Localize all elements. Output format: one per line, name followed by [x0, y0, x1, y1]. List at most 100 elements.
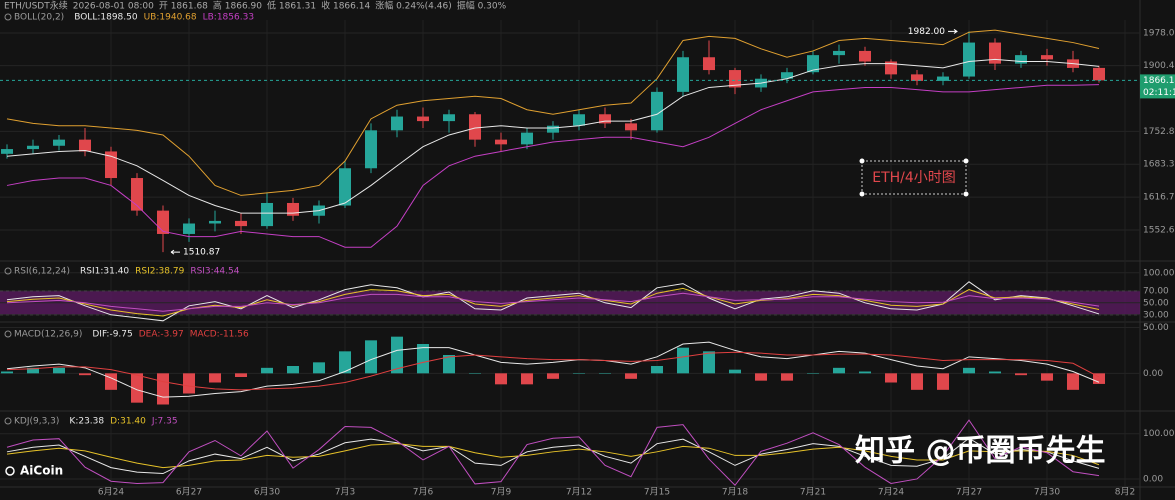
macd-bar: [209, 373, 221, 383]
candle-body: [105, 151, 117, 179]
info-item: 低 1861.31: [267, 0, 316, 12]
x-tick-label: 7月21: [800, 487, 826, 498]
y-tick-label: 1616.70: [1143, 193, 1175, 203]
y-tick-label: 1900.41: [1143, 61, 1175, 71]
macd-bar: [1041, 373, 1053, 381]
candle-body: [27, 145, 39, 150]
indicator-line: [6, 351, 1100, 391]
macd-bar: [53, 367, 65, 374]
x-tick-label: 6月24: [98, 487, 124, 498]
handle: [859, 191, 865, 197]
info-item: 收 1866.14: [321, 0, 370, 12]
macd-bar: [1067, 373, 1079, 390]
legend-entry: BOLL:1898.50: [74, 13, 138, 23]
indicator-line: [6, 281, 1100, 322]
candle-body: [235, 220, 247, 227]
x-tick-label: 6月30: [254, 487, 280, 498]
macd-bar: [547, 373, 559, 379]
legend-entry: LB:1856.33: [203, 13, 254, 23]
y-tick-label: 50.00: [1143, 323, 1169, 333]
candle-body: [573, 114, 585, 126]
legend-title: RSI(6,12,24): [14, 267, 70, 277]
macd-bar: [859, 371, 871, 374]
macd-bar: [833, 367, 845, 374]
macd-bar: [521, 373, 533, 385]
legend-title: MACD(12,26,9): [14, 330, 82, 340]
high-arrow: [948, 28, 958, 34]
candle-body: [937, 76, 949, 81]
macd-bar: [807, 373, 819, 374]
annotation-box: ETH/4小时图: [859, 158, 969, 197]
macd-bar: [105, 373, 117, 390]
macd-bar: [235, 373, 247, 377]
legend-entry: D:31.40: [110, 417, 146, 427]
indicator-line: [6, 419, 1100, 487]
candle-body: [781, 72, 793, 79]
eye-icon: [4, 13, 12, 21]
legend-title: KDJ(9,3,3): [14, 417, 59, 427]
x-tick-label: 7月27: [956, 487, 982, 498]
macd-bar: [573, 373, 585, 374]
indicator-line: [6, 437, 1100, 475]
info-item: 高 1866.90: [213, 0, 262, 12]
annotation-text: ETH/4小时图: [872, 170, 956, 186]
candle-body: [1, 149, 13, 154]
candle-body: [625, 123, 637, 131]
x-tick-label: 6月27: [176, 487, 202, 498]
macd-bar: [1, 371, 13, 374]
macd-bar: [391, 336, 403, 374]
candle-body: [911, 74, 923, 81]
candle-body: [729, 70, 741, 88]
macd-bar: [365, 340, 377, 374]
candle-body: [209, 220, 221, 224]
candle-body: [677, 57, 689, 92]
candle-body: [807, 55, 819, 73]
eye-icon: [4, 330, 12, 338]
high-label: 1982.00: [908, 27, 945, 37]
candle-body: [1041, 55, 1053, 60]
candle-body: [651, 91, 663, 131]
macd-bar: [989, 371, 1001, 374]
legend-entry: RSI3:44.54: [190, 267, 239, 277]
macd-bar: [27, 367, 39, 374]
x-tick-label: 7月6: [413, 487, 434, 498]
watermark: 知乎 @币圈币先生: [855, 434, 1105, 469]
y-tick-label: 0.00: [1143, 474, 1163, 484]
info-item: ETH/USDT永续: [4, 0, 68, 12]
candle-body: [53, 139, 65, 146]
macd-bar: [79, 373, 91, 376]
macd-bar: [885, 373, 897, 383]
indicator-line: [6, 292, 1100, 312]
legend-entry: RSI1:31.40: [80, 267, 129, 277]
candle-body: [703, 57, 715, 71]
candle-body: [131, 178, 143, 211]
y-tick-label: 100.00: [1143, 429, 1175, 439]
macd-bar: [963, 367, 975, 374]
x-tick-label: 7月30: [1034, 487, 1060, 498]
low-label: 1510.87: [183, 248, 220, 258]
indicator-line: [6, 341, 1100, 398]
x-tick-label: 7月9: [491, 487, 512, 498]
x-tick-label: 7月24: [878, 487, 904, 498]
macd-bar: [261, 367, 273, 374]
y-tick-label: 1552.66: [1143, 225, 1175, 235]
legend-title: BOLL(20,2): [14, 13, 64, 23]
candle-body: [989, 42, 1001, 64]
candle-body: [885, 61, 897, 75]
legend-entry: DIF:-9.75: [92, 330, 132, 340]
low-arrow: [170, 249, 180, 255]
info-item: 2026-08-01 08:00: [73, 2, 154, 12]
indicator-line: [6, 58, 1100, 214]
candle-body: [261, 202, 273, 227]
x-tick-label: 7月18: [722, 487, 748, 498]
candle-body: [547, 125, 559, 133]
macd-bar: [417, 344, 429, 374]
price-badge: [1140, 74, 1175, 99]
x-tick-label: 7月3: [335, 487, 355, 498]
y-tick-label: 70.00: [1143, 286, 1169, 296]
candle-body: [157, 210, 169, 234]
candle-body: [1093, 67, 1105, 81]
macd-bar: [781, 373, 793, 381]
y-tick-label: 50.00: [1143, 298, 1169, 308]
